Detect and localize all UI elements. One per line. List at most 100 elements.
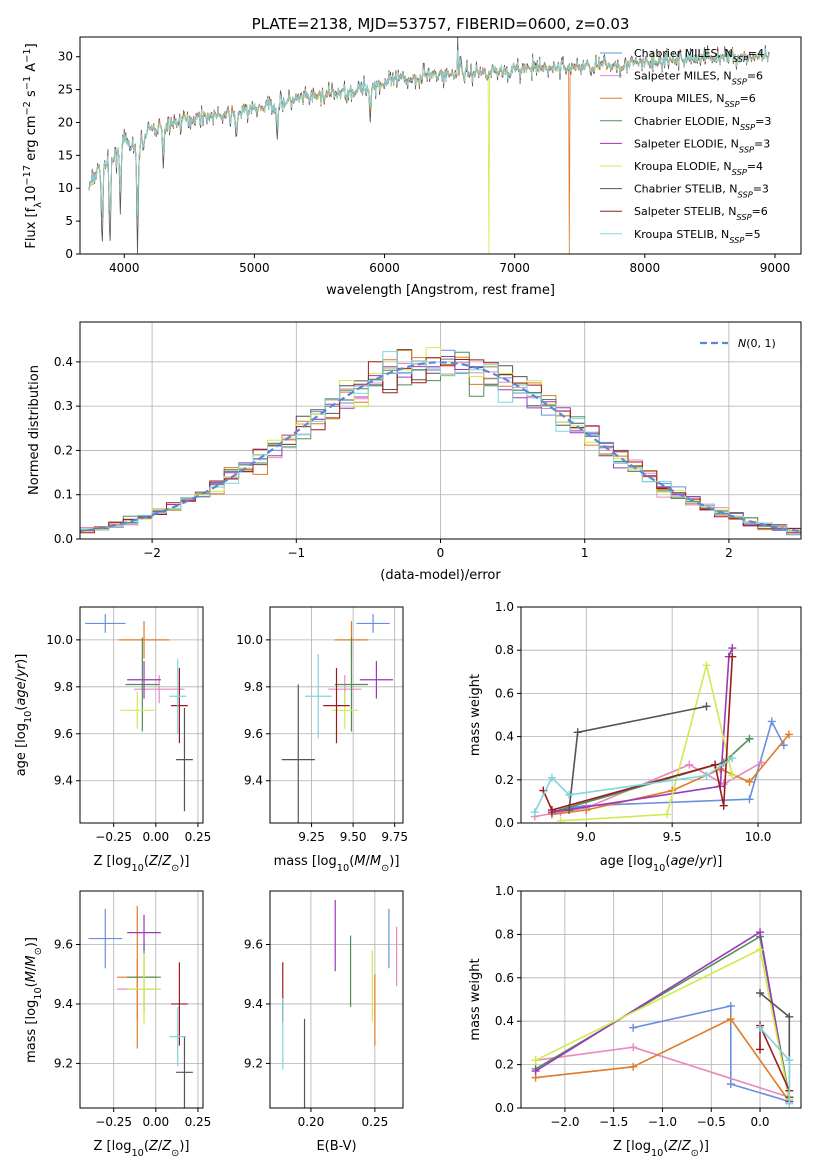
y-tick-label: 25 — [58, 83, 73, 97]
weight-marker — [531, 1056, 540, 1065]
weight-marker — [756, 928, 765, 937]
x-axis-label: Z [log10(Z/Z⊙)] — [613, 1139, 709, 1159]
y-tick-label: 9.6 — [244, 727, 263, 741]
weight-marker — [565, 806, 574, 815]
error-point — [170, 668, 188, 744]
x-tick-label: −0.5 — [697, 1115, 726, 1129]
y-tick-label: 0.2 — [495, 1058, 514, 1072]
x-tick-label: −1.0 — [648, 1115, 677, 1129]
y-axis-label: Flux [fλ10−17 erg cm−2 s−1 A−1] — [22, 43, 44, 248]
error-point — [169, 1006, 187, 1067]
legend-label: Salpeter MILES, NSSP=6 — [634, 70, 763, 87]
y-tick-label: 0.3 — [54, 399, 73, 413]
y-tick-label: 9.4 — [244, 997, 263, 1011]
y-tick-label: 15 — [58, 148, 73, 162]
y-tick-label: 9.4 — [244, 774, 263, 788]
x-tick-label: −1.5 — [599, 1115, 628, 1129]
y-tick-label: 0.1 — [54, 488, 73, 502]
y-tick-label: 0.8 — [495, 927, 514, 941]
chart-weight-vs-Z: −2.0 −1.5 −1.0 −0.5 0.0 0.0 0.2 0.4 0.6 0.8 1.0 Z [… — [468, 884, 802, 1159]
weight-marker — [728, 771, 737, 780]
y-tick-label: 0.4 — [54, 355, 73, 369]
weight-line — [568, 705, 707, 811]
error-point — [85, 614, 126, 633]
weight-line — [535, 1017, 790, 1102]
error-point — [359, 661, 394, 699]
y-axis-label: mass weight — [468, 674, 483, 756]
x-axis-label: E(B-V) — [316, 1139, 356, 1154]
chart-mass-vs-EBV: 0.20 0.25 9.2 9.4 9.6 E(B-V) — [244, 890, 404, 1154]
weight-marker — [629, 1043, 638, 1052]
weight-marker — [547, 773, 556, 782]
plot-area — [282, 899, 398, 1108]
x-tick-label: −2 — [143, 546, 161, 560]
legend-label: Kroupa STELIB, NSSP=5 — [634, 228, 761, 245]
axes-frame — [79, 321, 802, 540]
plot-area — [281, 614, 394, 823]
x-tick-label: 5000 — [239, 261, 270, 275]
weight-marker — [745, 777, 754, 786]
weight-marker — [726, 1080, 735, 1089]
plot-area — [88, 905, 193, 1108]
weight-marker — [784, 730, 793, 739]
chart-age-vs-mass: 9.25 9.50 9.75 9.4 9.6 9.8 10.0 mass [log10(M/M… — [236, 606, 408, 874]
y-tick-label: 0.4 — [495, 730, 514, 744]
error-point — [120, 691, 155, 730]
x-axis-label: Z [log10(Z/Z⊙)] — [94, 854, 190, 874]
plot-area — [80, 347, 801, 537]
chart-mass-vs-Z: −0.25 0.00 0.25 9.2 9.4 9.6 Z [log10(Z/Z⊙)] mas… — [24, 890, 211, 1159]
y-axis-label: mass weight — [468, 958, 483, 1040]
weight-marker — [757, 758, 766, 767]
x-tick-label: 0.20 — [298, 1115, 325, 1129]
weight-marker — [728, 754, 737, 763]
axes-frame — [520, 606, 802, 824]
error-point — [323, 668, 350, 744]
x-tick-label: −0.25 — [95, 830, 132, 844]
y-axis-label: Normed distribution — [27, 365, 42, 495]
error-point — [88, 908, 123, 969]
y-tick-label: 0.2 — [495, 773, 514, 787]
error-point — [176, 1036, 193, 1108]
plot-area — [85, 614, 193, 812]
x-axis-label: (data-model)/error — [380, 568, 501, 583]
x-tick-label: 6000 — [369, 261, 400, 275]
legend: Chabrier MILES, NSSP=4 Salpeter MILES, NS… — [600, 47, 771, 245]
weight-marker — [767, 717, 776, 726]
weight-marker — [702, 661, 711, 670]
y-tick-label: 9.6 — [244, 938, 263, 952]
axes-frame — [79, 36, 802, 255]
error-point — [127, 914, 161, 951]
y-tick-label: 0 — [65, 247, 73, 261]
error-point — [304, 653, 332, 739]
y-tick-label: 9.8 — [54, 680, 73, 694]
spectrum-line — [88, 48, 770, 217]
x-tick-label: 0.0 — [750, 1115, 769, 1129]
x-tick-label: −1 — [287, 546, 305, 560]
y-tick-label: 1.0 — [495, 884, 514, 898]
y-tick-label: 9.8 — [244, 680, 263, 694]
weight-marker — [726, 1002, 735, 1011]
y-tick-label: 9.2 — [244, 1056, 263, 1070]
weight-marker — [785, 1099, 794, 1108]
y-tick-label: 0.8 — [495, 643, 514, 657]
x-axis-label: age [log10(age/yr)] — [600, 854, 723, 874]
error-point — [176, 707, 193, 812]
weight-marker — [728, 652, 737, 661]
weight-marker — [719, 801, 728, 810]
y-tick-label: 5 — [65, 214, 73, 228]
y-tick-label: 10 — [58, 181, 73, 195]
error-point — [127, 953, 161, 1025]
weight-marker — [565, 790, 574, 799]
y-tick-label: 0.6 — [495, 686, 514, 700]
normal-curve — [80, 361, 801, 533]
legend-label: Salpeter ELODIE, NSSP=3 — [634, 137, 770, 154]
weight-line — [633, 1005, 790, 1103]
y-tick-label: 0.0 — [54, 532, 73, 546]
weight-marker — [756, 945, 765, 954]
x-tick-label: 9000 — [760, 261, 791, 275]
weight-marker — [726, 1015, 735, 1024]
y-tick-label: 0.0 — [495, 1101, 514, 1115]
weight-marker — [756, 988, 765, 997]
y-tick-label: 10.0 — [236, 633, 263, 647]
